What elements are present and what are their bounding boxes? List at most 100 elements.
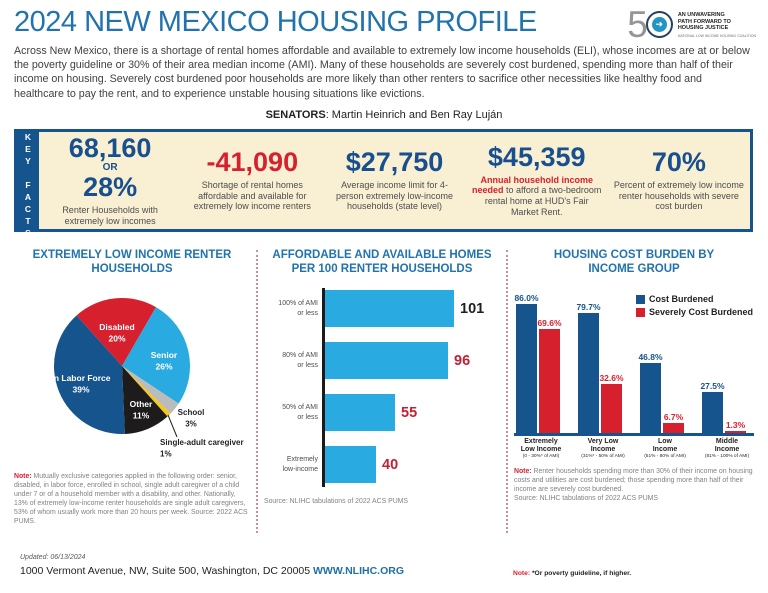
page-title: 2024 NEW MEXICO HOUSING PROFILE [14, 6, 537, 38]
vbar-value-label: 6.7% [663, 411, 684, 422]
vbar-column: 79.7% [576, 302, 601, 434]
vbar-category-label: Extremely Low Income (0 - 30%* of AMI) [520, 438, 562, 460]
vbar-chart-panel: HOUSING COST BURDEN BY INCOME GROUP Cost… [514, 248, 754, 504]
nlihc-50th-logo: 5 ➜ AN UNWAVERING PATH FORWARD TO HOUSIN… [627, 4, 756, 45]
vbar-bar [663, 422, 684, 434]
vbar-chart-note: Note: Renter households spending more th… [514, 468, 753, 503]
senators-line: SENATORS: Martin Heinrich and Ben Ray Lu… [0, 109, 768, 121]
vbar-group: 86.0% 69.6% [514, 293, 562, 434]
logo-tagline: AN UNWAVERING PATH FORWARD TO HOUSING JU… [677, 12, 756, 38]
pie-slice-in-labor-force [54, 315, 125, 435]
hbar-category-label: Extremely low-income [282, 456, 318, 473]
key-facts-row: 68,160 OR 28% Renter Households with ext… [39, 132, 750, 229]
pie-slice-label: School 3% [178, 408, 205, 429]
vbar-value-label: 32.6% [599, 373, 624, 384]
pie-slice-senior [122, 307, 191, 404]
vbar-value-label: 46.8% [638, 351, 663, 362]
pie-slice-label: Single-adult caregiver 1% [160, 438, 244, 459]
logo-50-numeral: 5 [627, 4, 648, 45]
hbar-row: 100% of AMI or less 101 [278, 290, 500, 328]
hbar-bar [324, 342, 448, 380]
pie-chart: Disabled 20% Senior 26% School 3% Single-adult… [51, 298, 244, 459]
vbar-chart: 86.0% 69.6% 79.7% 32.6% 46.8% 6.7% 27.5% 1.3% [514, 290, 754, 437]
pie-slice-label: Disabled 20% [99, 322, 134, 344]
website-link[interactable]: WWW.NLIHC.ORG [313, 565, 404, 577]
legend-item: Cost Burdened [636, 294, 753, 304]
legend-label: Cost Burdened [649, 294, 714, 304]
hbar-chart-source: Source: NLIHC tabulations of 2022 ACS PU… [264, 498, 409, 506]
logo-circle-icon: ➜ [645, 11, 673, 38]
fact-income-needed: $45,359 Annual household income needed t… [472, 141, 602, 217]
vbar-bar [640, 362, 661, 434]
pie-slice-school [122, 366, 179, 414]
hbar-chart: 100% of AMI or less 101 80% of AMI or less… [264, 288, 500, 488]
fact-severe-burden: 70% Percent of extremely low income rent… [613, 147, 744, 212]
vbar-x-axis-labels: Extremely Low Income (0 - 30%* of AMI) Very… [514, 436, 754, 459]
vbar-value-label: 79.7% [576, 302, 601, 313]
hbar-category-label: 80% of AMI or less [282, 352, 318, 369]
vbar-chart-source: Source: NLIHC tabulations of 2022 ACS PU… [514, 495, 659, 503]
logo-org-name: NATIONAL LOW INCOME HOUSING COALITION [677, 33, 756, 38]
hbar-category-label: 100% of AMI or less [278, 300, 318, 317]
vbar-column: 6.7% [663, 411, 684, 434]
pie-slice-single-adult-caregiver [122, 366, 171, 417]
footer-address-line: 1000 Vermont Avenue, NW, Suite 500, Wash… [20, 565, 404, 577]
key-facts-banner: KEY FACTS 68,160 OR 28% Renter Household… [14, 129, 753, 240]
vbar-bar [702, 391, 723, 434]
vbar-category-label: Middle Income (81% - 100% of AMI) [704, 438, 750, 460]
fact-shortage: -41,090 Shortage of rental homes afforda… [193, 147, 311, 212]
senators-names: : Martin Heinrich and Ben Ray Luján [325, 109, 503, 121]
pie-slice-other [122, 366, 168, 434]
vbar-bar [516, 304, 537, 434]
hbar-bar [324, 394, 395, 432]
hbar-row: Extremely low-income 40 [283, 446, 500, 484]
updated-date: Updated: 06/13/2024 [20, 554, 86, 561]
fact-income-limit: $27,750 Average income limit for 4-perso… [335, 147, 454, 212]
pie-chart-title: EXTREMELY LOW INCOME RENTER HOUSEHOLDS [32, 249, 232, 276]
vbar-column: 46.8% [638, 351, 663, 434]
hbar-row: 80% of AMI or less 96 [282, 342, 500, 380]
legend-item: Severely Cost Burdened [636, 307, 753, 317]
hbar-row: 50% of AMI or less 55 [282, 394, 500, 432]
pie-chart-panel: EXTREMELY LOW INCOME RENTER HOUSEHOLDS D… [14, 248, 250, 527]
hbar-value-label: 40 [382, 456, 399, 473]
vbar-value-label: 1.3% [725, 420, 746, 431]
vbar-column: 32.6% [599, 373, 624, 434]
intro-paragraph: Across New Mexico, there is a shortage o… [14, 45, 750, 100]
address: 1000 Vermont Avenue, NW, Suite 500, Wash… [20, 565, 314, 577]
vbar-column: 69.6% [537, 317, 562, 434]
legend-swatch-icon [636, 307, 645, 317]
vbar-group: 79.7% 32.6% [576, 302, 624, 434]
footer-note: Note: *Or poverty guideline, if higher. [513, 570, 632, 577]
vbar-column: 1.3% [725, 420, 746, 434]
hbar-value-label: 55 [401, 404, 418, 421]
hbar-axis-line [322, 288, 325, 488]
key-facts-tab: KEY FACTS [17, 132, 39, 240]
vbar-value-label: 69.6% [537, 317, 562, 328]
senators-label: SENATORS [265, 109, 326, 121]
pie-slice-disabled [76, 298, 156, 367]
hbar-value-label: 96 [454, 352, 471, 369]
pie-chart-note: Note: Mutually exclusive categories appl… [14, 473, 248, 525]
hbar-value-label: 101 [460, 300, 485, 317]
fact-eli-renters: 68,160 OR 28% Renter Households with ext… [62, 132, 158, 226]
panel-divider [506, 250, 508, 533]
pie-slice-label: Other 11% [130, 399, 153, 421]
vbar-bar [725, 431, 746, 434]
legend-label: Severely Cost Burdened [649, 307, 754, 317]
pie-leader-line [167, 414, 178, 438]
pie-slice-label: Senior 26% [151, 350, 178, 372]
pie-slice-label: In Labor Force 39% [51, 373, 110, 395]
vbar-value-label: 27.5% [700, 380, 725, 391]
vbar-group: 46.8% 6.7% [638, 351, 684, 434]
vbar-value-label: 86.0% [514, 293, 539, 304]
vbar-bar [578, 313, 599, 434]
logo-arrow-icon: ➜ [651, 17, 667, 32]
vbar-category-label: Very Low Income (31%* - 50% of AMI) [581, 438, 625, 460]
hbar-bar [324, 446, 376, 484]
hbar-category-label: 50% of AMI or less [282, 404, 318, 421]
hbar-bar [324, 290, 454, 328]
panel-divider [256, 250, 258, 533]
vbar-bar [539, 328, 560, 434]
